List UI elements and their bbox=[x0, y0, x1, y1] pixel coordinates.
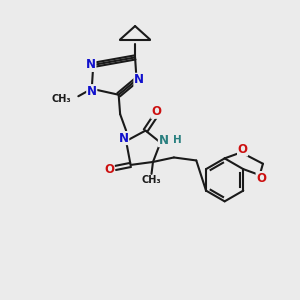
Text: N: N bbox=[158, 134, 168, 147]
Text: N: N bbox=[119, 132, 129, 145]
Text: O: O bbox=[151, 105, 161, 118]
Text: O: O bbox=[256, 172, 266, 184]
Text: H: H bbox=[173, 134, 182, 145]
Text: CH₃: CH₃ bbox=[142, 176, 161, 185]
Text: N: N bbox=[87, 85, 97, 98]
Text: O: O bbox=[104, 163, 114, 176]
Text: CH₃: CH₃ bbox=[51, 94, 71, 104]
Text: N: N bbox=[86, 58, 96, 71]
Text: O: O bbox=[238, 143, 248, 156]
Text: N: N bbox=[134, 73, 144, 86]
